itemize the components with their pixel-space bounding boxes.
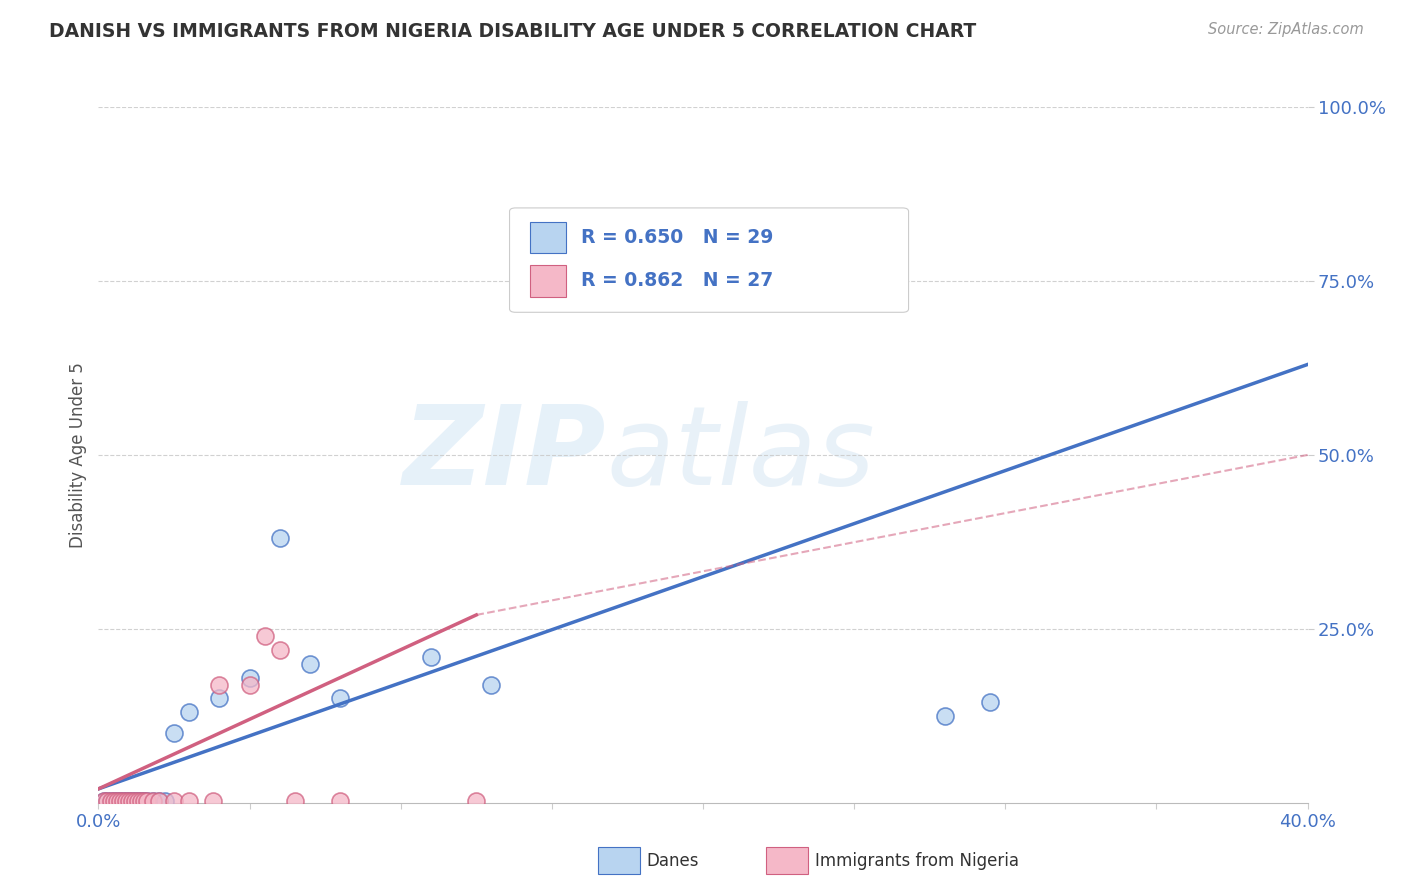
Point — [118, 794, 141, 808]
Point — [163, 794, 186, 808]
Text: atlas: atlas — [606, 401, 875, 508]
Text: R = 0.650   N = 29: R = 0.650 N = 29 — [581, 228, 773, 247]
Point — [124, 794, 146, 808]
Text: Immigrants from Nigeria: Immigrants from Nigeria — [815, 852, 1019, 870]
Point — [103, 794, 125, 808]
Point — [127, 794, 149, 808]
Point — [135, 794, 157, 808]
Point — [142, 794, 165, 808]
Point — [239, 677, 262, 691]
Point — [208, 691, 231, 706]
Point — [93, 794, 115, 808]
Point — [202, 794, 225, 808]
Point — [269, 642, 291, 657]
Text: ZIP: ZIP — [402, 401, 606, 508]
Point — [129, 794, 152, 808]
FancyBboxPatch shape — [530, 222, 567, 253]
Point — [114, 794, 136, 808]
Point — [96, 794, 118, 808]
Point — [100, 794, 122, 808]
FancyBboxPatch shape — [509, 208, 908, 312]
Point — [329, 691, 352, 706]
Point — [108, 794, 131, 808]
Point — [142, 794, 165, 808]
Point — [103, 794, 125, 808]
Point — [269, 532, 291, 546]
Point — [153, 794, 176, 808]
Point — [284, 794, 307, 808]
Point — [111, 794, 134, 808]
Point — [132, 794, 155, 808]
Point — [979, 695, 1001, 709]
Point — [121, 794, 143, 808]
Point — [108, 794, 131, 808]
Point — [163, 726, 186, 740]
Point — [465, 794, 488, 808]
Point — [114, 794, 136, 808]
Point — [105, 794, 128, 808]
Y-axis label: Disability Age Under 5: Disability Age Under 5 — [69, 362, 87, 548]
Point — [124, 794, 146, 808]
Text: Source: ZipAtlas.com: Source: ZipAtlas.com — [1208, 22, 1364, 37]
Point — [129, 794, 152, 808]
Point — [253, 629, 276, 643]
FancyBboxPatch shape — [530, 265, 567, 297]
Point — [111, 794, 134, 808]
Point — [121, 794, 143, 808]
Text: R = 0.862   N = 27: R = 0.862 N = 27 — [581, 271, 773, 291]
Text: Danes: Danes — [647, 852, 699, 870]
Point — [419, 649, 441, 664]
Point — [148, 794, 170, 808]
Point — [127, 794, 149, 808]
Point — [93, 794, 115, 808]
Point — [329, 794, 352, 808]
Point — [481, 677, 503, 691]
Point — [177, 794, 201, 808]
Point — [239, 671, 262, 685]
Point — [132, 794, 155, 808]
Point — [148, 794, 170, 808]
Point — [105, 794, 128, 808]
Point — [135, 794, 157, 808]
Point — [208, 677, 231, 691]
Point — [934, 708, 956, 723]
Point — [118, 794, 141, 808]
Point — [100, 794, 122, 808]
Point — [96, 794, 118, 808]
Point — [177, 706, 201, 720]
Point — [299, 657, 322, 671]
Text: DANISH VS IMMIGRANTS FROM NIGERIA DISABILITY AGE UNDER 5 CORRELATION CHART: DANISH VS IMMIGRANTS FROM NIGERIA DISABI… — [49, 22, 976, 41]
